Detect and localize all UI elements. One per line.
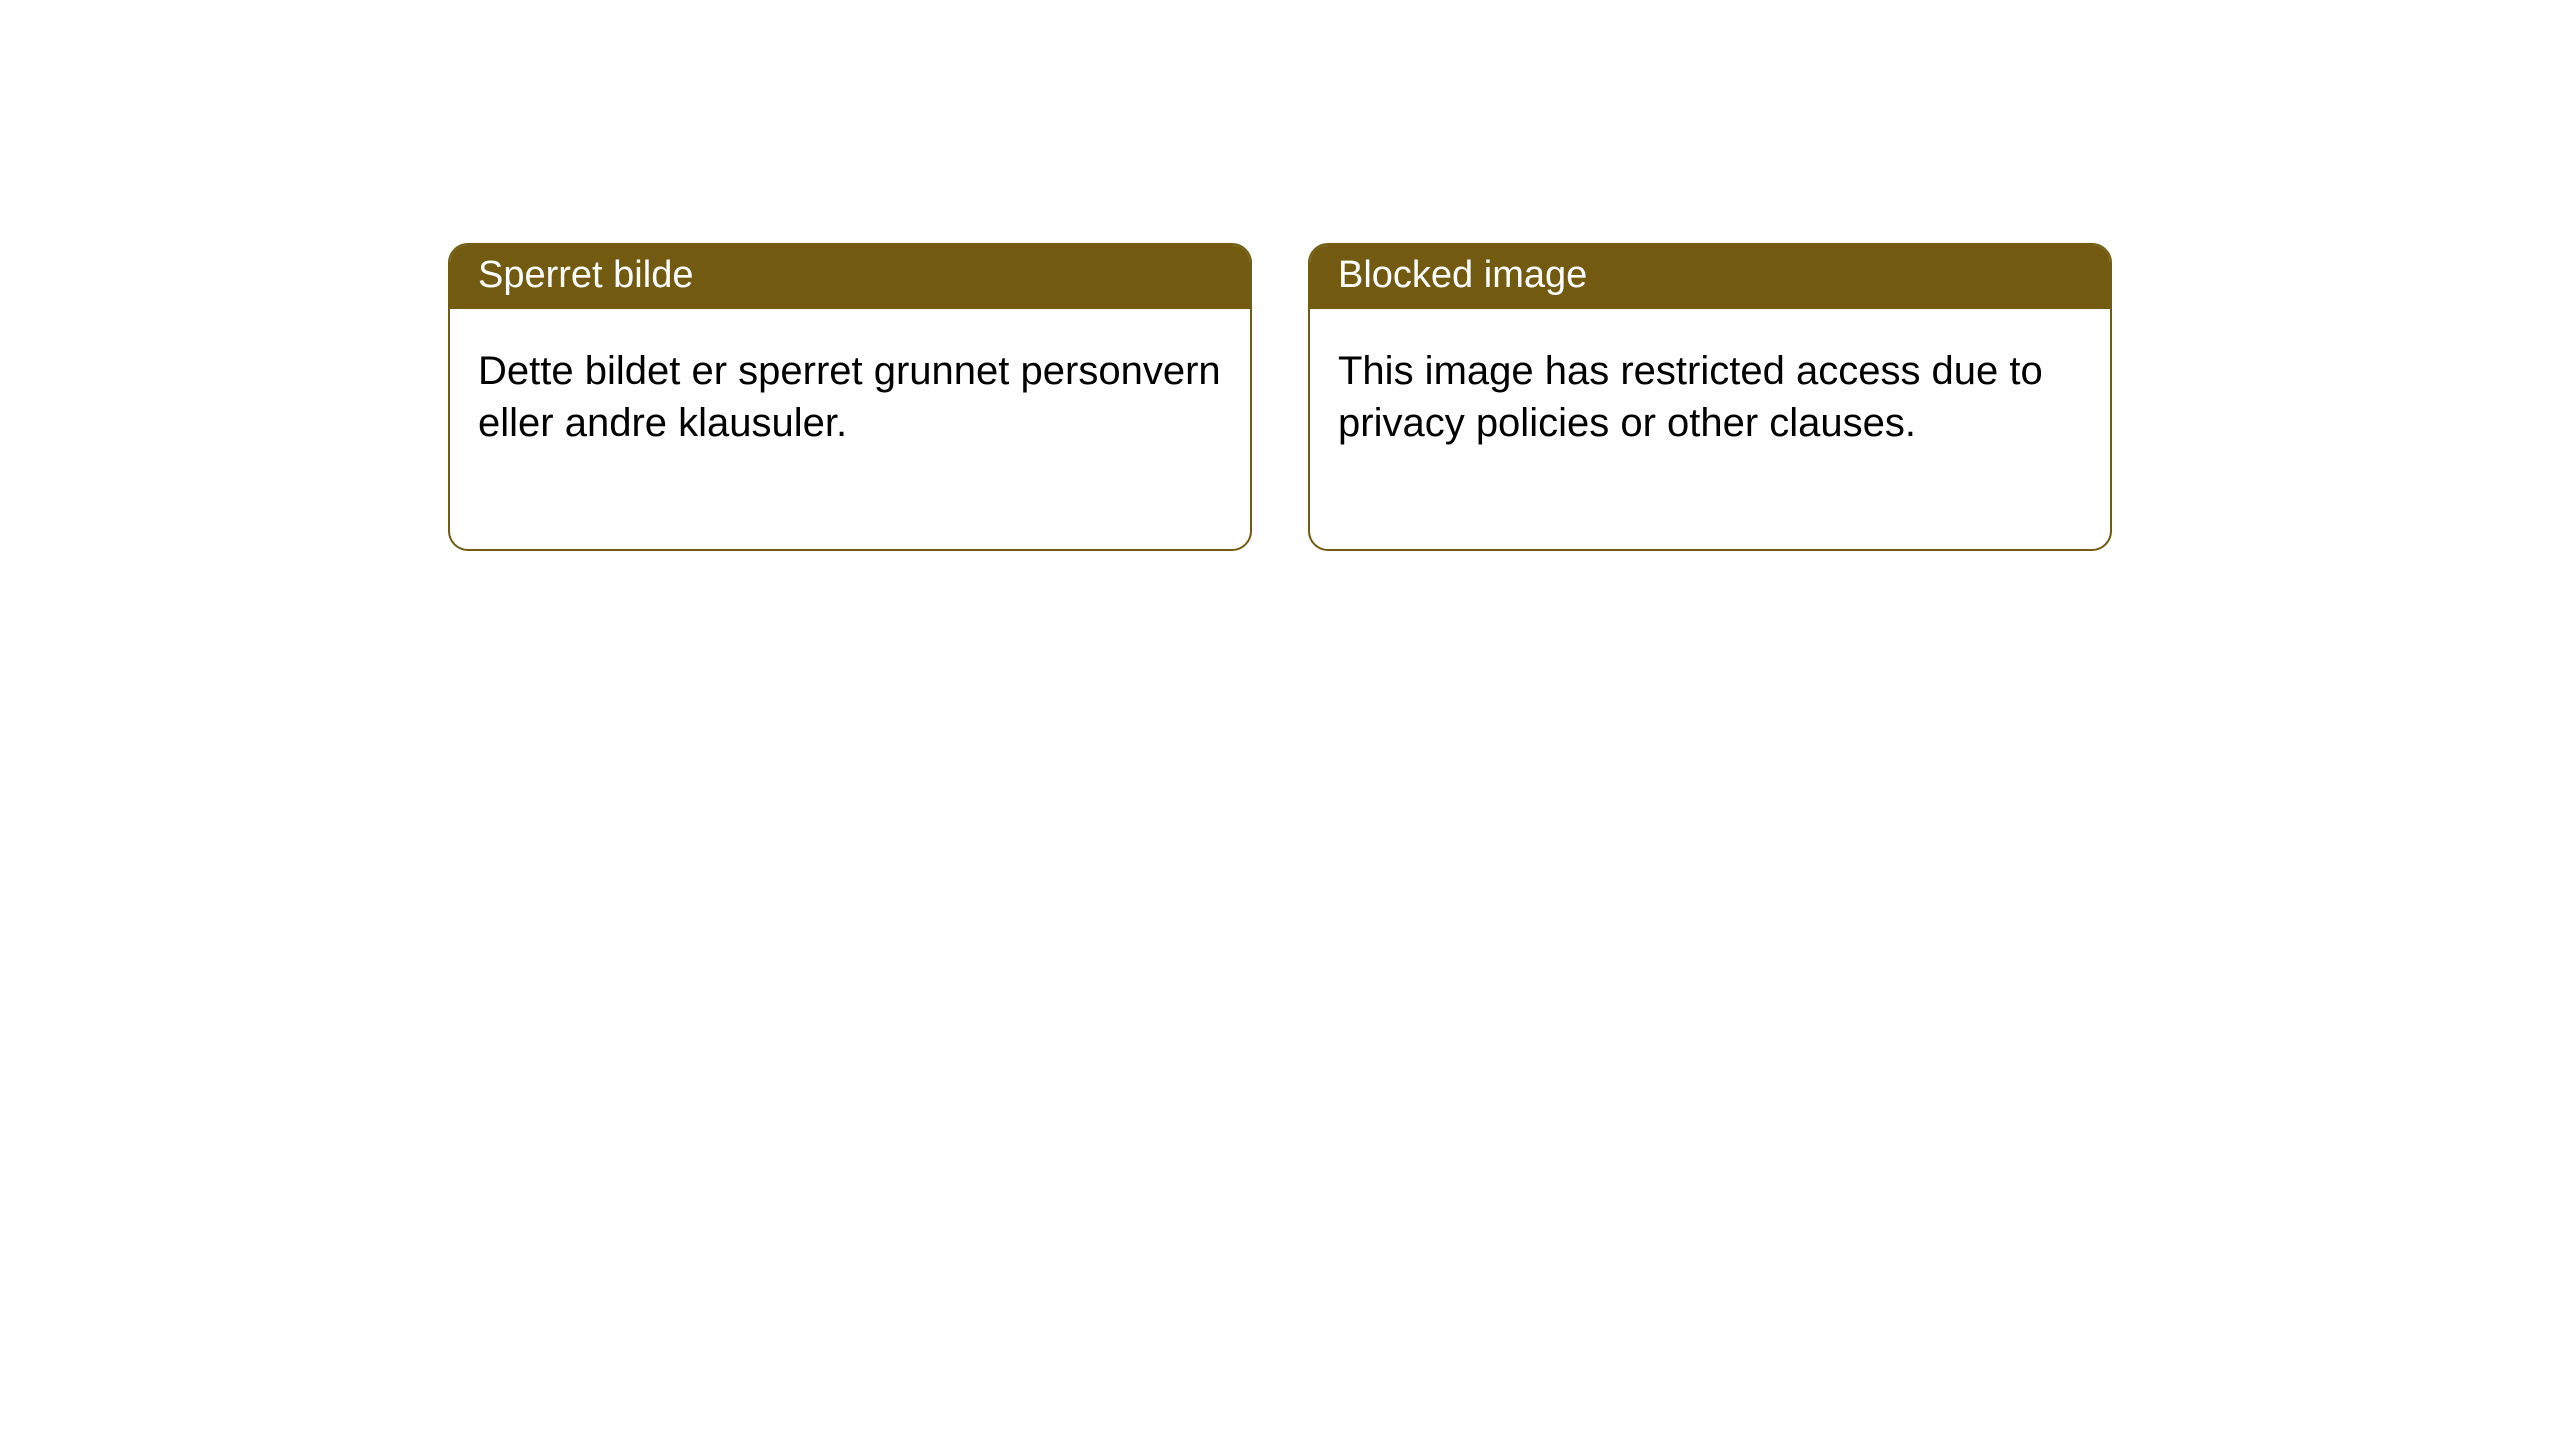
notice-header-english: Blocked image [1310,245,2110,309]
notice-header-norwegian: Sperret bilde [450,245,1250,309]
notice-box-english: Blocked image This image has restricted … [1308,243,2112,551]
notice-box-norwegian: Sperret bilde Dette bildet er sperret gr… [448,243,1252,551]
notice-body-norwegian: Dette bildet er sperret grunnet personve… [450,309,1250,549]
notice-body-english: This image has restricted access due to … [1310,309,2110,549]
notice-container: Sperret bilde Dette bildet er sperret gr… [448,243,2112,551]
